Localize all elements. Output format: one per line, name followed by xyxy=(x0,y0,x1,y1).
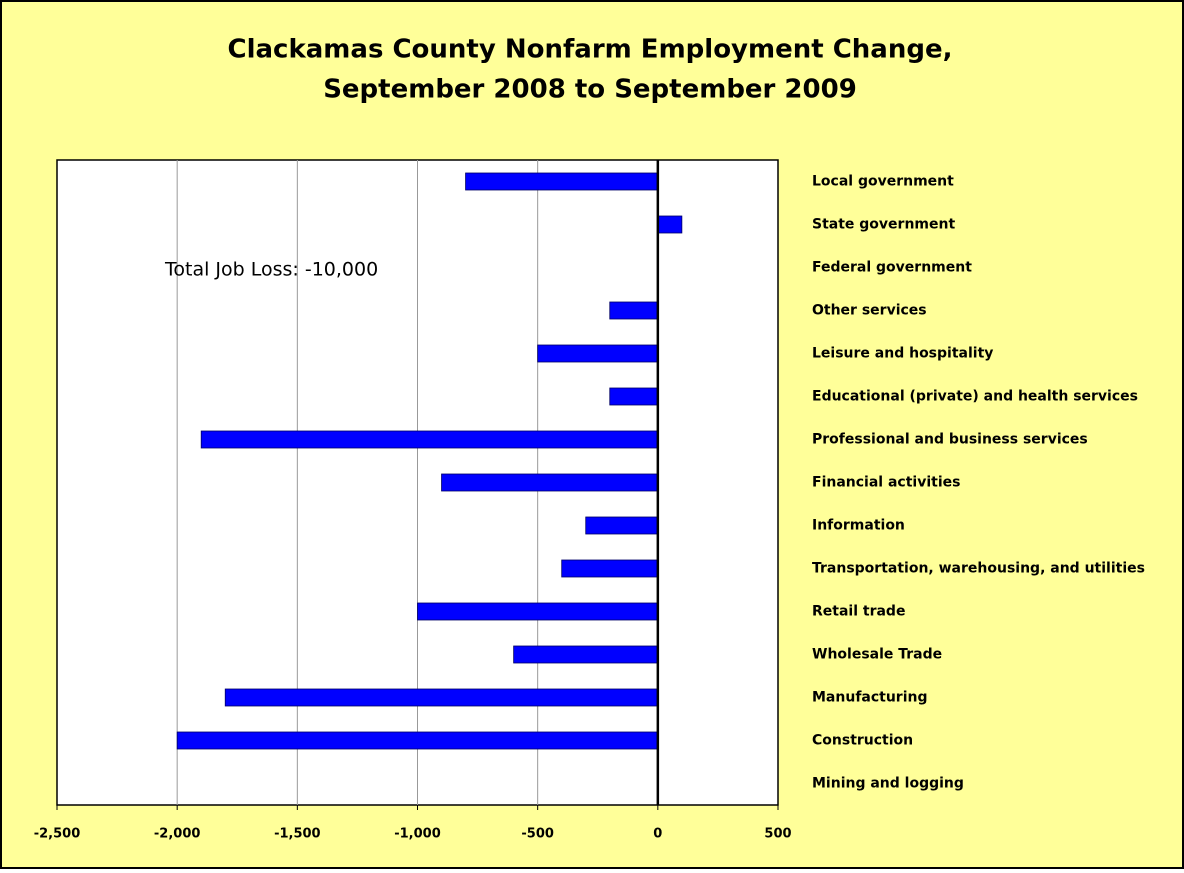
bar xyxy=(657,215,683,234)
annotation: Total Job Loss: -10,000 xyxy=(164,259,378,281)
category-label: Retail trade xyxy=(812,604,905,620)
chart-title: Clackamas County Nonfarm Employment Chan… xyxy=(228,35,953,65)
bar xyxy=(224,688,659,707)
x-tick-label: -1,000 xyxy=(394,827,441,842)
category-label: Manufacturing xyxy=(812,690,928,706)
bar xyxy=(585,516,659,535)
category-label: Wholesale Trade xyxy=(812,647,942,663)
category-label: Financial activities xyxy=(812,475,960,491)
x-tick-label: -2,000 xyxy=(154,827,201,842)
category-label: Local government xyxy=(812,174,954,190)
category-label: State government xyxy=(812,217,955,233)
category-label: Mining and logging xyxy=(812,776,964,792)
category-label: Federal government xyxy=(812,260,972,276)
bar xyxy=(513,645,659,664)
bar xyxy=(465,172,659,191)
x-tick-label: -500 xyxy=(521,827,554,842)
category-label: Professional and business services xyxy=(812,432,1088,448)
chart-subtitle: September 2008 to September 2009 xyxy=(323,75,857,105)
category-label: Educational (private) and health service… xyxy=(812,389,1138,405)
x-tick-label: 0 xyxy=(653,827,662,842)
bar xyxy=(441,473,659,492)
bar xyxy=(609,387,659,406)
category-label: Other services xyxy=(812,303,927,319)
category-label: Construction xyxy=(812,733,913,749)
bar xyxy=(609,301,659,320)
category-label: Leisure and hospitality xyxy=(812,346,993,362)
x-tick-label: -1,500 xyxy=(274,827,321,842)
bar xyxy=(200,430,659,449)
x-tick-label: 500 xyxy=(764,827,791,842)
category-label: Transportation, warehousing, and utiliti… xyxy=(812,561,1145,577)
x-tick-label: -2,500 xyxy=(34,827,81,842)
bar xyxy=(537,344,659,363)
category-label: Information xyxy=(812,518,905,534)
bar xyxy=(176,731,659,750)
bar xyxy=(417,602,659,621)
bar xyxy=(561,559,659,578)
